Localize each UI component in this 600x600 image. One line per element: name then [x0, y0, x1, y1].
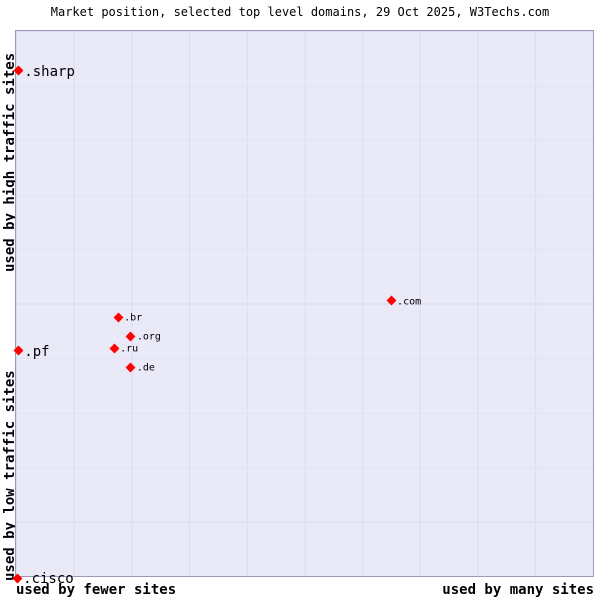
diamond-marker-icon	[13, 65, 24, 76]
diamond-marker-icon	[13, 345, 24, 356]
x-axis-label-many-sites: used by many sites	[442, 582, 594, 598]
point-label: .pf	[24, 343, 50, 360]
diamond-marker-icon	[125, 331, 136, 342]
diamond-marker-icon	[125, 362, 136, 373]
plot-area: .sharp .pf .cisco .com .br .org .ru .de	[12, 30, 594, 587]
point-label: .com	[397, 296, 422, 308]
point-label: .de	[136, 362, 155, 374]
point-label: .org	[136, 331, 161, 343]
point-label: .ru	[120, 343, 139, 355]
x-axis-label-fewer-sites: used by fewer sites	[16, 582, 177, 598]
point-label: .cisco	[23, 571, 74, 588]
point-label: .sharp	[24, 63, 75, 80]
chart-title: Market position, selected top level doma…	[50, 5, 550, 19]
diamond-marker-icon	[109, 343, 120, 354]
diamond-marker-icon	[113, 312, 124, 323]
point-label: .br	[124, 312, 143, 324]
diamond-marker-icon	[386, 295, 396, 306]
